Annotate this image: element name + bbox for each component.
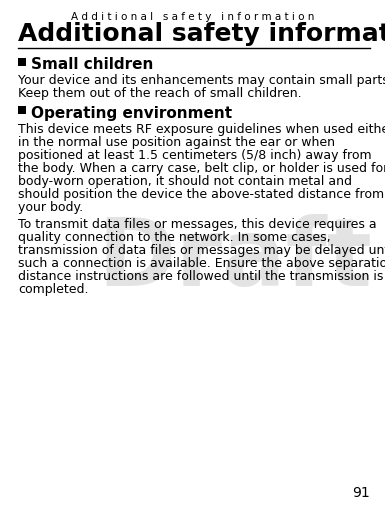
Text: transmission of data files or messages may be delayed until: transmission of data files or messages m… — [18, 244, 385, 257]
Text: Additional safety information: Additional safety information — [18, 22, 385, 46]
Text: should position the device the above-stated distance from: should position the device the above-sta… — [18, 188, 384, 201]
Text: Draft: Draft — [97, 214, 372, 306]
Text: This device meets RF exposure guidelines when used either: This device meets RF exposure guidelines… — [18, 123, 385, 136]
Text: Keep them out of the reach of small children.: Keep them out of the reach of small chil… — [18, 87, 301, 100]
Text: completed.: completed. — [18, 283, 89, 296]
Text: Your device and its enhancements may contain small parts.: Your device and its enhancements may con… — [18, 74, 385, 87]
Text: body-worn operation, it should not contain metal and: body-worn operation, it should not conta… — [18, 175, 352, 188]
Bar — [18, 58, 26, 66]
Text: quality connection to the network. In some cases,: quality connection to the network. In so… — [18, 231, 331, 244]
Text: the body. When a carry case, belt clip, or holder is used for: the body. When a carry case, belt clip, … — [18, 162, 385, 175]
Bar — [18, 106, 26, 114]
Text: such a connection is available. Ensure the above separation: such a connection is available. Ensure t… — [18, 257, 385, 270]
Text: distance instructions are followed until the transmission is: distance instructions are followed until… — [18, 270, 383, 283]
Text: in the normal use position against the ear or when: in the normal use position against the e… — [18, 136, 335, 149]
Text: 91: 91 — [352, 486, 370, 500]
Text: positioned at least 1.5 centimeters (5/8 inch) away from: positioned at least 1.5 centimeters (5/8… — [18, 149, 372, 162]
Text: your body.: your body. — [18, 201, 83, 214]
Text: To transmit data files or messages, this device requires a: To transmit data files or messages, this… — [18, 218, 377, 231]
Text: Operating environment: Operating environment — [31, 106, 232, 121]
Text: A d d i t i o n a l   s a f e t y   i n f o r m a t i o n: A d d i t i o n a l s a f e t y i n f o … — [71, 12, 314, 22]
Text: Small children: Small children — [31, 57, 153, 72]
